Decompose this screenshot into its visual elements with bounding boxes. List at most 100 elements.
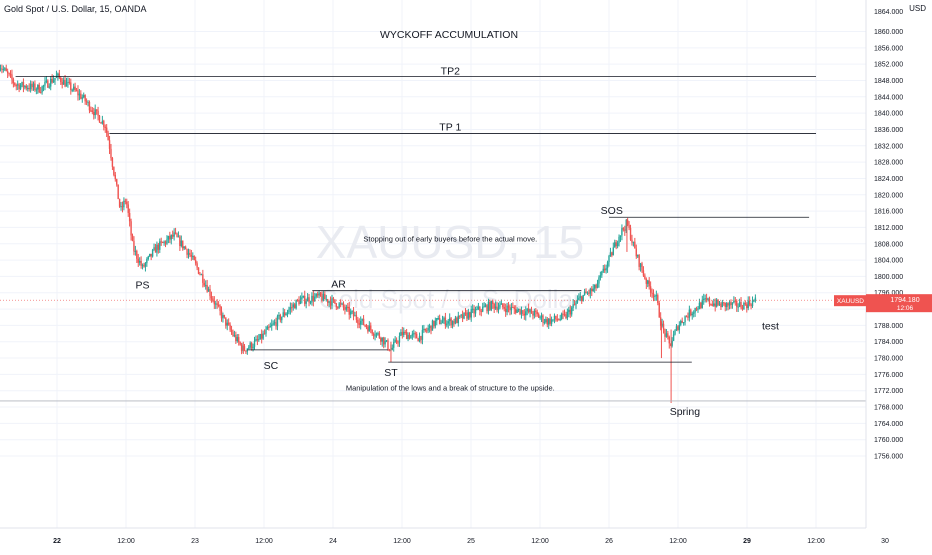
candle-body bbox=[75, 90, 78, 92]
candle-body bbox=[407, 334, 409, 340]
time-axis[interactable] bbox=[0, 528, 932, 550]
candle-body bbox=[136, 250, 138, 259]
candle-body bbox=[713, 303, 715, 306]
candle-body bbox=[173, 232, 175, 237]
candle-body bbox=[345, 306, 348, 310]
candle-body bbox=[405, 331, 408, 340]
candle-body bbox=[427, 328, 429, 331]
candle-body bbox=[507, 305, 510, 308]
candle-body bbox=[163, 241, 165, 243]
candle-body bbox=[471, 308, 474, 310]
candle-body bbox=[605, 268, 607, 271]
candle-body bbox=[170, 234, 172, 240]
candle-body bbox=[459, 315, 461, 317]
candle-body bbox=[304, 295, 306, 304]
x-tick-label: 30 bbox=[881, 538, 889, 545]
candle-body bbox=[365, 325, 368, 328]
label-ar: AR bbox=[331, 279, 346, 291]
candle-body bbox=[671, 340, 673, 346]
candle-body bbox=[388, 349, 391, 351]
candle-body bbox=[615, 242, 617, 247]
candle-body bbox=[681, 321, 683, 323]
candle-body bbox=[302, 295, 305, 298]
y-tick-label: 1808.000 bbox=[874, 241, 903, 248]
candle-body bbox=[50, 78, 52, 87]
candle-body bbox=[146, 258, 148, 264]
candle-body bbox=[355, 315, 358, 320]
candle-body bbox=[707, 298, 709, 300]
candle-body bbox=[319, 292, 322, 296]
candle-body bbox=[701, 299, 703, 308]
candle-body bbox=[354, 315, 356, 317]
y-tick-label: 1832.000 bbox=[874, 143, 903, 150]
candle-body bbox=[51, 78, 53, 83]
candle-body bbox=[358, 323, 360, 325]
candle-body bbox=[159, 241, 161, 250]
candle-body bbox=[414, 333, 416, 335]
x-tick-label: 23 bbox=[191, 538, 199, 545]
candle-body bbox=[18, 84, 20, 90]
price-axis[interactable] bbox=[866, 0, 932, 550]
x-tick-label: 12:00 bbox=[669, 538, 687, 545]
candle-body bbox=[344, 307, 346, 310]
candle-body bbox=[154, 247, 157, 253]
candle-body bbox=[222, 314, 224, 319]
candle-body bbox=[658, 303, 660, 318]
y-tick-label: 1852.000 bbox=[874, 62, 903, 69]
label-tp2: TP2 bbox=[441, 65, 460, 77]
candle-body bbox=[240, 344, 243, 351]
candle-body bbox=[647, 280, 649, 284]
candle-body bbox=[562, 313, 564, 315]
candle-body bbox=[48, 86, 50, 88]
candle-body bbox=[628, 225, 630, 228]
candle-body bbox=[209, 288, 211, 297]
candle-body bbox=[733, 300, 735, 303]
candle-body bbox=[654, 296, 656, 298]
candle-body bbox=[107, 132, 109, 141]
candle-body bbox=[500, 303, 503, 305]
candle-body bbox=[47, 80, 49, 88]
candle-body bbox=[351, 311, 353, 313]
candle-body bbox=[446, 323, 448, 326]
candle-body bbox=[453, 320, 455, 324]
candle-body bbox=[156, 244, 158, 253]
candle-body bbox=[325, 299, 327, 301]
candle-body bbox=[579, 296, 581, 298]
candle-body bbox=[282, 312, 284, 317]
candle-body bbox=[100, 122, 102, 124]
candle-body bbox=[479, 306, 481, 311]
candle-body bbox=[385, 340, 388, 342]
candle-body bbox=[593, 284, 596, 289]
candle-body bbox=[641, 263, 643, 271]
candle-body bbox=[273, 322, 276, 324]
candle-body bbox=[723, 302, 725, 304]
candle-body bbox=[29, 83, 32, 90]
candle-body bbox=[502, 303, 504, 307]
candle-body bbox=[78, 93, 81, 96]
candle-body bbox=[38, 84, 40, 93]
candle-body bbox=[318, 292, 320, 296]
candle-body bbox=[375, 333, 378, 336]
candle-body bbox=[550, 319, 553, 324]
candle-body bbox=[233, 334, 236, 336]
candle-body bbox=[174, 232, 177, 234]
x-tick-label: 12:00 bbox=[255, 538, 273, 545]
candle-body bbox=[700, 302, 702, 308]
candle-body bbox=[207, 288, 210, 292]
candle-body bbox=[717, 299, 719, 305]
currency-label[interactable]: USD bbox=[909, 4, 926, 13]
candle-body bbox=[137, 258, 139, 263]
candle-body bbox=[572, 304, 574, 308]
candle-body bbox=[230, 329, 233, 333]
candle-body bbox=[35, 89, 38, 91]
candle-body bbox=[497, 307, 500, 311]
candle-body bbox=[54, 77, 56, 81]
candle-body bbox=[746, 304, 748, 309]
candle-body bbox=[549, 318, 551, 324]
candle-body bbox=[436, 318, 438, 321]
candle-body bbox=[57, 73, 59, 76]
candle-body bbox=[659, 317, 662, 326]
candle-body bbox=[608, 255, 610, 263]
